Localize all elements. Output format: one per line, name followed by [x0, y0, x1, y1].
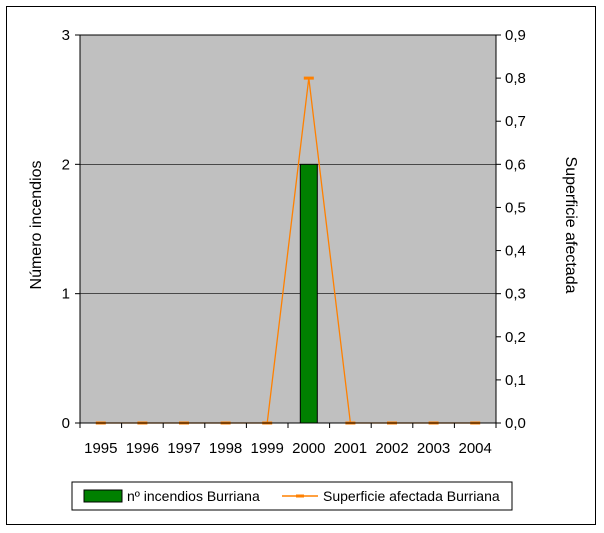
legend-swatch-bars — [84, 490, 122, 502]
plot-area — [80, 35, 496, 423]
x-tick-label: 2002 — [375, 440, 408, 457]
x-tick-label: 1995 — [84, 440, 117, 457]
x-tick-label: 1998 — [209, 440, 242, 457]
y2-tick-label: 0,3 — [505, 286, 526, 303]
legend-label-line: Superficie afectada Burriana — [323, 488, 500, 504]
legend: nº incendios Burriana Superficie afectad… — [72, 482, 512, 510]
right-axis: 0,0 0,1 0,2 0,3 0,4 0,5 0,6 0,7 0,8 0,9 — [496, 27, 526, 432]
y-tick-label: 2 — [62, 156, 70, 173]
x-tick-label: 1997 — [167, 440, 200, 457]
y2-tick-label: 0,6 — [505, 156, 526, 173]
bar — [300, 164, 317, 423]
x-tick-label: 1996 — [126, 440, 159, 457]
y2-tick-label: 0,5 — [505, 199, 526, 216]
x-tick-label: 2000 — [292, 440, 325, 457]
y-tick-label: 0 — [62, 415, 70, 432]
legend-label-bars: nº incendios Burriana — [127, 488, 260, 504]
y2-tick-label: 0,0 — [505, 415, 526, 432]
y2-tick-label: 0,2 — [505, 329, 526, 346]
y-tick-label: 3 — [62, 27, 70, 44]
left-axis: 0 1 2 3 — [62, 27, 80, 432]
y-tick-label: 1 — [62, 286, 70, 303]
y2-tick-label: 0,7 — [505, 113, 526, 130]
y2-tick-label: 0,8 — [505, 70, 526, 87]
y2-tick-label: 0,1 — [505, 372, 526, 389]
y2-tick-label: 0,4 — [505, 243, 526, 260]
y-axis-title: Número incendios — [28, 161, 45, 290]
x-axis: 1995 1996 1997 1998 1999 2000 2001 2002 2003 2004 — [80, 423, 496, 457]
x-tick-label: 2001 — [334, 440, 367, 457]
x-tick-label: 1999 — [251, 440, 284, 457]
data-point-marker — [304, 77, 314, 80]
bars-series — [300, 164, 317, 423]
x-tick-label: 2003 — [417, 440, 450, 457]
legend-marker-line — [296, 495, 304, 498]
y2-axis-title: Superficie afectada — [562, 157, 579, 294]
y2-tick-label: 0,9 — [505, 27, 526, 44]
x-tick-label: 2004 — [459, 440, 492, 457]
